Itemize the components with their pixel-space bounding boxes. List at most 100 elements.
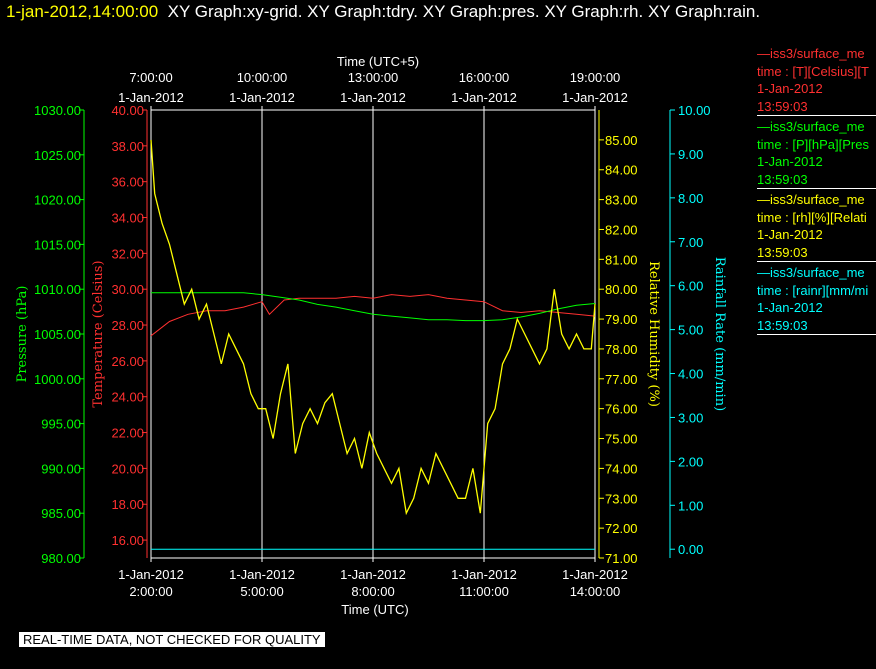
bottom-axis-tick-time: 2:00:00 xyxy=(129,584,172,599)
temperature-axis-tick-label: 34.00 xyxy=(111,211,144,226)
rain-axis-tick-label: 7.00 xyxy=(678,235,703,250)
bottom-axis-tick-date: 1-Jan-2012 xyxy=(118,567,184,582)
temperature-series-line xyxy=(150,294,596,337)
temperature-axis-tick-label: 18.00 xyxy=(111,497,144,512)
rain-axis-tick-label: 2.00 xyxy=(678,454,703,469)
top-axis-tick-time: 19:00:00 xyxy=(570,70,621,85)
legend-entry-line1: —iss3/surface_me xyxy=(757,265,865,280)
top-axis-tick-time: 16:00:00 xyxy=(459,70,510,85)
legend-entry-line1: —iss3/surface_me xyxy=(757,192,865,207)
top-axis-label: Time (UTC+5) xyxy=(337,54,419,69)
bottom-axis-tick-date: 1-Jan-2012 xyxy=(340,567,406,582)
bottom-axis-tick-date: 1-Jan-2012 xyxy=(562,567,628,582)
legend-entry-line3: 1-Jan-2012 xyxy=(757,154,823,169)
temperature-axis-tick-label: 24.00 xyxy=(111,390,144,405)
time-axes: 7:00:00 1-Jan-2012 10:00:00 1-Jan-2012 13:00… xyxy=(118,54,628,617)
humidity-axis-tick-label: 72.00 xyxy=(605,521,638,536)
top-axis-tick-date: 1-Jan-2012 xyxy=(340,90,406,105)
top-axis-tick-time: 10:00:00 xyxy=(237,70,288,85)
top-axis-tick-time: 13:00:00 xyxy=(348,70,399,85)
bottom-axis-tick-time: 5:00:00 xyxy=(240,584,283,599)
legend-entry-line1: —iss3/surface_me xyxy=(757,119,865,134)
humidity-axis-tick-label: 77.00 xyxy=(605,372,638,387)
top-axis-tick-date: 1-Jan-2012 xyxy=(118,90,184,105)
humidity-axis-tick-label: 84.00 xyxy=(605,163,638,178)
axes-layer: 980.00 985.00 990.00 995.00 1000.00 1005.00 10… xyxy=(15,103,727,566)
temperature-axis-tick-label: 20.00 xyxy=(111,461,144,476)
legend-entry-line3: 1-Jan-2012 xyxy=(757,300,823,315)
legend-entry-line4: 13:59:03 xyxy=(757,317,808,333)
temperature-axis-tick-label: 30.00 xyxy=(111,282,144,297)
temperature-axis-tick-label: 22.00 xyxy=(111,426,144,441)
pressure-axis-tick-label: 1000.00 xyxy=(34,372,81,387)
pressure-series-line xyxy=(151,292,596,322)
rain-axis-tick-label: 6.00 xyxy=(678,279,703,294)
pressure-axis-tick-label: 1025.00 xyxy=(34,148,81,163)
temperature-axis-tick-label: 16.00 xyxy=(111,533,144,548)
temperature-axis-tick-label: 32.00 xyxy=(111,246,144,261)
humidity-axis-tick-label: 82.00 xyxy=(605,222,638,237)
rain-axis-tick-label: 1.00 xyxy=(678,498,703,513)
legend-entry: —iss3/surface_me time : [rh][%][Relati 1-J… xyxy=(757,191,876,262)
pressure-axis-tick-label: 990.00 xyxy=(41,461,81,476)
humidity-axis-tick-label: 79.00 xyxy=(605,312,638,327)
bottom-axis-tick-date: 1-Jan-2012 xyxy=(451,567,517,582)
top-axis-tick-date: 1-Jan-2012 xyxy=(562,90,628,105)
temperature-axis-tick-label: 40.00 xyxy=(111,103,144,118)
rain-axis-tick-label: 0.00 xyxy=(678,542,703,557)
rain-axis-tick-label: 9.00 xyxy=(678,147,703,162)
rain-axis-tick-label: 8.00 xyxy=(678,191,703,206)
top-axis-tick-date: 1-Jan-2012 xyxy=(229,90,295,105)
legend-entry-line4: 13:59:03 xyxy=(757,171,808,187)
pressure-axis-tick-label: 1015.00 xyxy=(34,237,81,252)
humidity-series-line xyxy=(150,139,596,516)
temperature-axis-title: Temperature (Celsius) xyxy=(91,260,106,407)
rain-axis-tick-label: 5.00 xyxy=(678,323,703,338)
top-axis-tick-date: 1-Jan-2012 xyxy=(451,90,517,105)
legend-entry-line3: 1-Jan-2012 xyxy=(757,227,823,242)
rain-axis-tick-label: 10.00 xyxy=(678,103,711,118)
window-title: 1-jan-2012,14:00:00 XY Graph:xy-grid. XY… xyxy=(6,2,760,22)
humidity-axis-tick-label: 71.00 xyxy=(605,551,638,566)
rain-axis-tick-label: 4.00 xyxy=(678,367,703,382)
series-layer xyxy=(150,139,596,550)
pressure-axis-tick-label: 1010.00 xyxy=(34,282,81,297)
humidity-axis-tick-label: 85.00 xyxy=(605,133,638,148)
legend-entry-line1: —iss3/surface_me xyxy=(757,46,865,61)
pressure-axis-tick-label: 995.00 xyxy=(41,417,81,432)
bottom-axis-tick-date: 1-Jan-2012 xyxy=(229,567,295,582)
bottom-axis-label: Time (UTC) xyxy=(341,602,408,617)
legend-entry-line4: 13:59:03 xyxy=(757,98,808,114)
humidity-axis-tick-label: 80.00 xyxy=(605,282,638,297)
humidity-axis-tick-label: 83.00 xyxy=(605,193,638,208)
timestamp: 1-jan-2012,14:00:00 xyxy=(6,2,159,21)
temperature-axis-tick-label: 36.00 xyxy=(111,175,144,190)
legend-entry-line2: time : [T][Celsius][T xyxy=(757,63,869,79)
pressure-axis-tick-label: 980.00 xyxy=(41,551,81,566)
legend-entry-line4: 13:59:03 xyxy=(757,244,808,260)
rain-axis-tick-label: 3.00 xyxy=(678,410,703,425)
top-axis-tick-time: 7:00:00 xyxy=(129,70,172,85)
legend-entry: —iss3/surface_me time : [rainr][mm/mi 1-Ja… xyxy=(757,264,876,335)
rain-axis-title: Rainfall Rate (mm/min) xyxy=(712,257,727,411)
bottom-axis-tick-time: 11:00:00 xyxy=(459,584,509,599)
temperature-axis-tick-label: 28.00 xyxy=(111,318,144,333)
graph-list: XY Graph:xy-grid. XY Graph:tdry. XY Grap… xyxy=(167,2,761,21)
temperature-axis-tick-label: 26.00 xyxy=(111,354,144,369)
pressure-axis-tick-label: 1030.00 xyxy=(34,103,81,118)
humidity-axis-tick-label: 78.00 xyxy=(605,342,638,357)
humidity-axis-title: Relative Humidity (%) xyxy=(646,261,661,407)
grid-lines xyxy=(261,110,485,558)
bottom-axis-tick-time: 8:00:00 xyxy=(351,584,394,599)
bottom-axis-tick-time: 14:00:00 xyxy=(570,584,621,599)
humidity-axis-tick-label: 73.00 xyxy=(605,491,638,506)
pressure-axis-title: Pressure (hPa) xyxy=(15,286,30,383)
humidity-axis-tick-label: 76.00 xyxy=(605,402,638,417)
legend-entry-line2: time : [P][hPa][Pres xyxy=(757,136,869,152)
humidity-axis-tick-label: 74.00 xyxy=(605,461,638,476)
legend-entry-line3: 1-Jan-2012 xyxy=(757,81,823,96)
pressure-axis-tick-label: 985.00 xyxy=(41,506,81,521)
